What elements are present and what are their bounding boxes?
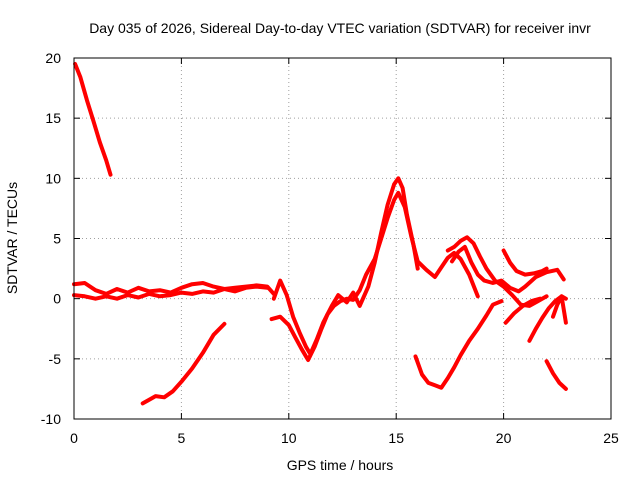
series-arc-1	[73, 62, 113, 177]
chart-title: Day 035 of 2026, Sidereal Day-to-day VTE…	[89, 20, 591, 36]
series-arc-7	[413, 299, 504, 390]
x-tick-label: 10	[281, 430, 297, 446]
series-arc-11	[503, 296, 543, 325]
series-arc-6	[269, 190, 480, 362]
x-tick-label: 5	[178, 430, 186, 446]
grid-lines	[74, 58, 611, 419]
series-arc-13	[551, 294, 568, 325]
x-tick-label: 25	[603, 430, 619, 446]
axis-ticks: 0 5 10 15 20 25 -10 -5 0 5 10 15 20	[41, 50, 619, 446]
x-tick-label: 0	[70, 430, 78, 446]
data-series	[72, 62, 568, 406]
series-arc-9	[445, 235, 549, 308]
series-arc-3	[72, 284, 270, 301]
series-arc-4	[140, 321, 227, 406]
y-tick-label: 15	[45, 110, 61, 126]
series-arc-14	[544, 359, 568, 391]
series-arc-8	[450, 244, 566, 294]
y-tick-label: 20	[45, 50, 61, 66]
y-tick-label: -5	[49, 351, 62, 367]
y-tick-label: 10	[45, 170, 61, 186]
x-axis-label: GPS time / hours	[287, 457, 394, 473]
x-tick-label: 15	[388, 430, 404, 446]
y-axis-label: SDTVAR / TECUs	[4, 182, 20, 294]
y-tick-label: 5	[53, 231, 61, 247]
series-arc-10	[501, 248, 549, 277]
x-tick-label: 20	[496, 430, 512, 446]
y-tick-label: 0	[53, 291, 61, 307]
y-tick-label: -10	[41, 411, 61, 427]
